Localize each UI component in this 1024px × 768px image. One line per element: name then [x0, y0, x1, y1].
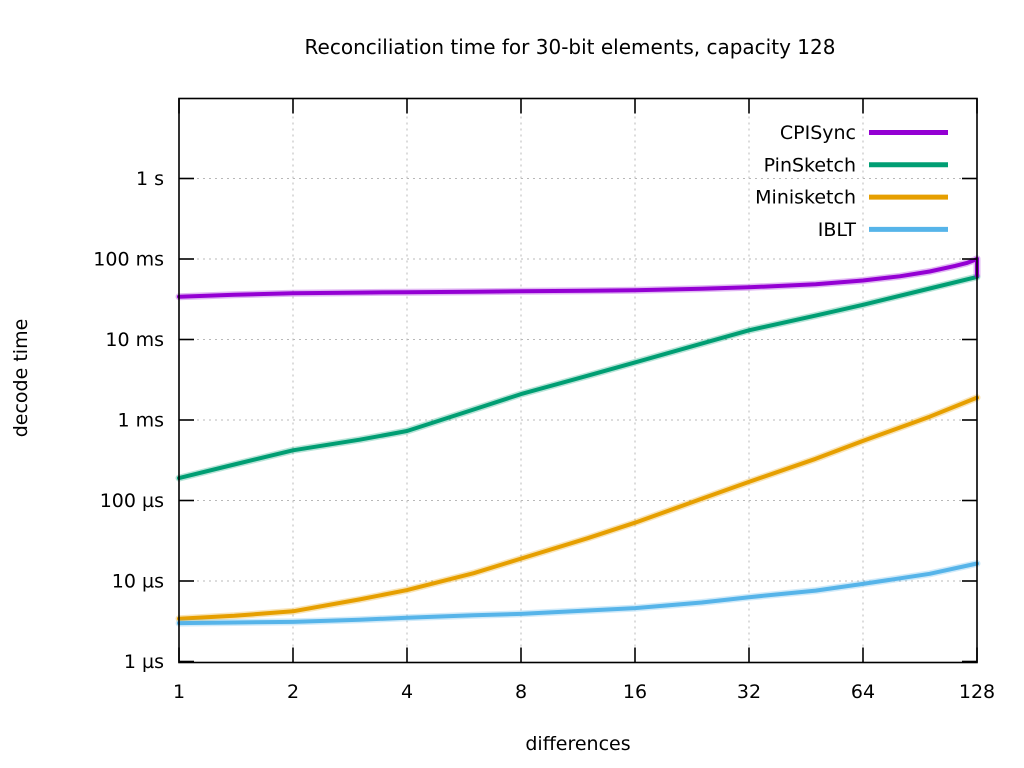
- y-tick-label: 1 ms: [117, 410, 164, 432]
- legend-label: CPISync: [780, 122, 856, 144]
- y-tick-label: 10 µs: [112, 571, 164, 593]
- legend-label: IBLT: [818, 219, 857, 241]
- series-line-minisketch: [177, 395, 979, 621]
- x-tick-label: 4: [401, 681, 413, 703]
- series-layer: [175, 255, 981, 627]
- y-tick-label: 100 µs: [100, 490, 164, 512]
- y-tick-label: 100 ms: [93, 249, 164, 271]
- x-tick-label: 8: [515, 681, 527, 703]
- legend-item-iblt: IBLT: [818, 219, 948, 241]
- y-axis-label: decode time: [10, 319, 32, 438]
- x-tick-label: 1: [173, 681, 185, 703]
- series-halo-iblt: [175, 560, 981, 627]
- series-line-pinsketch: [177, 274, 979, 481]
- y-tick-label: 10 ms: [105, 329, 164, 351]
- series-line-iblt: [177, 561, 979, 626]
- x-tick-label: 128: [959, 681, 995, 703]
- legend-label: PinSketch: [764, 154, 856, 176]
- legend-label: Minisketch: [755, 187, 856, 209]
- x-tick-label: 16: [623, 681, 647, 703]
- x-tick-label: 32: [737, 681, 761, 703]
- y-tick-label: 1 µs: [124, 651, 164, 673]
- series-line-cpisync: [177, 256, 979, 299]
- x-axis-label: differences: [525, 733, 630, 755]
- ticks-layer: [178, 98, 978, 663]
- legend-item-minisketch: Minisketch: [755, 187, 948, 209]
- grid-layer: [179, 98, 977, 663]
- y-tick-label: 1 s: [136, 168, 164, 190]
- legend-item-pinsketch: PinSketch: [764, 154, 948, 176]
- legend-item-cpisync: CPISync: [780, 122, 948, 144]
- plot-border: [178, 97, 978, 664]
- legend: CPISync PinSketch Minisketch IBLT: [755, 122, 948, 241]
- tick-labels-layer: 1 2 4 8 16 32 64 128 1 µs 10 µs 100 µs 1 ms 10 ms 100…: [93, 168, 995, 703]
- x-tick-label: 2: [287, 681, 299, 703]
- x-tick-label: 64: [851, 681, 875, 703]
- chart-title: Reconciliation time for 30-bit elements,…: [305, 35, 836, 59]
